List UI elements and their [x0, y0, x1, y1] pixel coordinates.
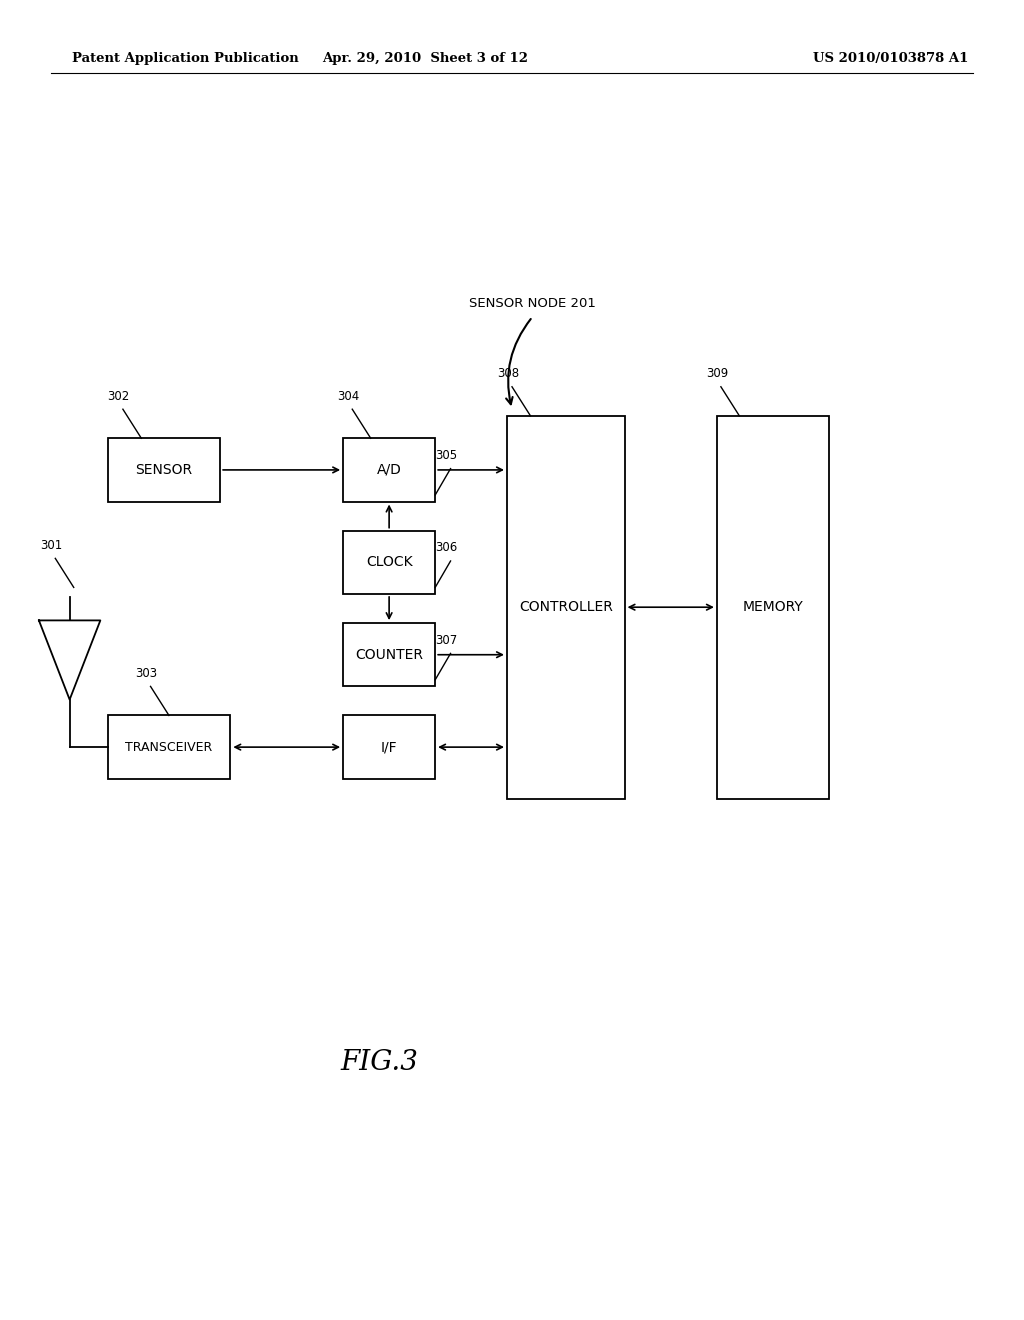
Bar: [343, 623, 435, 686]
Text: CLOCK: CLOCK: [366, 556, 413, 569]
Text: I/F: I/F: [381, 741, 397, 754]
Bar: [108, 715, 230, 779]
Text: 301: 301: [40, 539, 62, 552]
Bar: [507, 416, 625, 799]
Text: 302: 302: [108, 389, 130, 403]
Text: A/D: A/D: [377, 463, 401, 477]
Text: MEMORY: MEMORY: [742, 601, 804, 614]
Text: COUNTER: COUNTER: [355, 648, 423, 661]
Text: 303: 303: [135, 667, 158, 680]
Bar: [343, 438, 435, 502]
Text: SENSOR: SENSOR: [135, 463, 193, 477]
Text: 309: 309: [706, 367, 728, 380]
Text: 305: 305: [435, 449, 458, 462]
Text: Apr. 29, 2010  Sheet 3 of 12: Apr. 29, 2010 Sheet 3 of 12: [322, 51, 528, 65]
Text: TRANSCEIVER: TRANSCEIVER: [125, 741, 213, 754]
Text: SENSOR NODE 201: SENSOR NODE 201: [469, 297, 596, 310]
Text: 306: 306: [435, 541, 458, 554]
Text: FIG.3: FIG.3: [340, 1049, 418, 1076]
Bar: [343, 715, 435, 779]
Text: CONTROLLER: CONTROLLER: [519, 601, 612, 614]
Text: 304: 304: [337, 389, 359, 403]
Bar: [717, 416, 829, 799]
Bar: [343, 531, 435, 594]
Text: 308: 308: [497, 367, 519, 380]
Text: US 2010/0103878 A1: US 2010/0103878 A1: [813, 51, 969, 65]
Text: Patent Application Publication: Patent Application Publication: [72, 51, 298, 65]
Text: 307: 307: [435, 634, 458, 647]
Bar: [108, 438, 220, 502]
